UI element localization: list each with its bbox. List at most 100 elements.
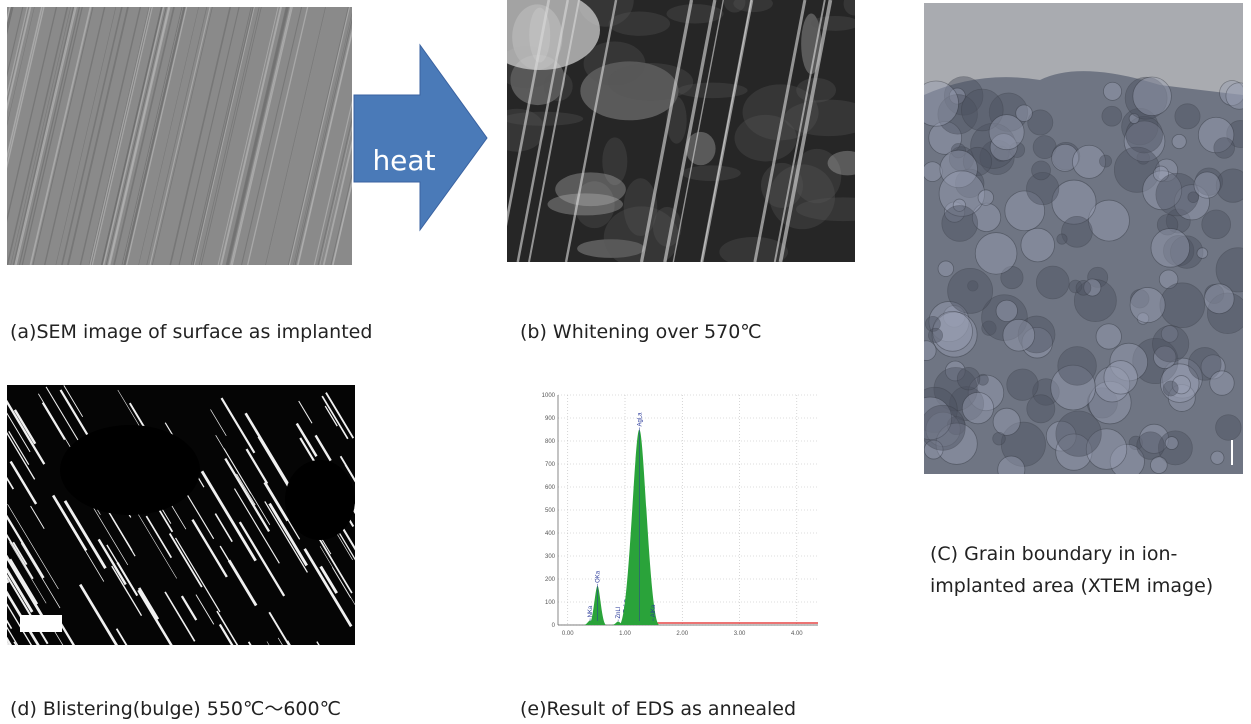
texture: [938, 261, 954, 277]
texture: [14, 642, 47, 696]
texture: [828, 151, 868, 175]
y-tick-label: 1000: [542, 393, 556, 399]
texture: [1194, 172, 1220, 198]
texture: [395, 425, 436, 494]
texture: [285, 460, 355, 540]
texture: [1152, 326, 1188, 362]
texture: [370, 385, 421, 470]
texture: [989, 115, 1024, 150]
texture: [1096, 324, 1121, 349]
texture: [1150, 457, 1167, 474]
texture: [1133, 77, 1172, 116]
texture: [1036, 266, 1069, 299]
texture: [249, 642, 274, 683]
y-tick-label: 900: [545, 416, 556, 422]
x-tick-label: 4.00: [791, 631, 803, 637]
texture: [993, 432, 1006, 445]
texture: [920, 405, 965, 450]
texture: [609, 12, 671, 36]
texture: [1021, 228, 1055, 262]
texture: [811, 16, 859, 31]
texture: [360, 631, 382, 667]
texture: [1172, 134, 1186, 148]
texture: [1175, 104, 1200, 129]
texture: [1003, 319, 1035, 351]
texture: [993, 408, 1020, 435]
texture: [923, 162, 943, 182]
texture: [962, 392, 993, 423]
texture: [1163, 381, 1178, 396]
texture: [975, 233, 1017, 275]
texture: [370, 634, 423, 723]
caption: (d) Blistering(bulge) 550℃～600℃: [10, 698, 341, 720]
texture: [359, 385, 395, 446]
y-tick-label: 400: [545, 531, 556, 537]
texture: [368, 485, 419, 570]
y-tick-label: 0: [552, 623, 556, 629]
texture: [996, 300, 1018, 322]
peak-label: OKa: [596, 570, 602, 583]
texture: [0, 464, 4, 537]
x-tick-label: 2.00: [676, 631, 688, 637]
texture: [1130, 287, 1165, 322]
texture: [1076, 280, 1091, 295]
y-tick-label: 700: [545, 462, 556, 468]
texture: [370, 637, 399, 685]
texture: [0, 500, 5, 521]
texture: [1104, 361, 1138, 395]
texture: [998, 456, 1025, 483]
texture: [1197, 248, 1208, 259]
texture: [287, 641, 320, 697]
texture: [978, 190, 994, 206]
texture: [608, 63, 693, 101]
texture: [957, 367, 980, 390]
texture: [1214, 138, 1235, 159]
texture: [1165, 437, 1178, 450]
texture: [1216, 169, 1249, 202]
texture: [489, 109, 544, 152]
texture: [60, 425, 200, 515]
texture: [1211, 451, 1224, 464]
texture: [267, 641, 302, 699]
texture: [1202, 210, 1231, 239]
caption: (C) Grain boundary in ion-: [930, 543, 1177, 565]
texture: [0, 487, 3, 577]
caption: (e)Result of EDS as annealed: [520, 698, 796, 720]
peak-label: AlKa: [651, 604, 657, 617]
eds-chart: 010020030040050060070080090010000.001.00…: [542, 393, 818, 637]
caption: (b) Whitening over 570℃: [520, 321, 762, 343]
texture: [1057, 234, 1067, 244]
y-tick-label: 300: [545, 554, 556, 560]
peak-label: AgLa: [637, 412, 643, 427]
x-tick-label: 1.00: [619, 631, 631, 637]
y-tick-label: 100: [545, 600, 556, 606]
texture: [278, 638, 310, 691]
x-tick-label: 0.00: [562, 631, 574, 637]
texture: [0, 414, 2, 469]
texture: [1204, 284, 1234, 314]
y-tick-label: 800: [545, 439, 556, 445]
scale-bar: [20, 615, 62, 632]
texture: [0, 490, 3, 522]
texture: [555, 172, 626, 206]
texture: [913, 81, 958, 126]
caption: (a)SEM image of surface as implanted: [10, 321, 372, 343]
texture: [1226, 83, 1251, 110]
texture: [1007, 369, 1038, 400]
texture: [1160, 283, 1205, 328]
caption: implanted area (XTEM image): [930, 575, 1213, 597]
y-tick-label: 500: [545, 508, 556, 514]
texture: [928, 328, 942, 342]
texture: [1102, 106, 1122, 126]
texture: [1027, 395, 1055, 423]
y-tick-label: 600: [545, 485, 556, 491]
texture: [1103, 82, 1121, 100]
texture: [948, 268, 993, 313]
texture: [942, 206, 978, 242]
peak-label: ZnLl: [616, 607, 622, 619]
texture: [544, 71, 573, 101]
texture: [1210, 371, 1235, 396]
texture: [361, 566, 374, 588]
texture: [1032, 161, 1051, 180]
texture: [1216, 415, 1241, 440]
